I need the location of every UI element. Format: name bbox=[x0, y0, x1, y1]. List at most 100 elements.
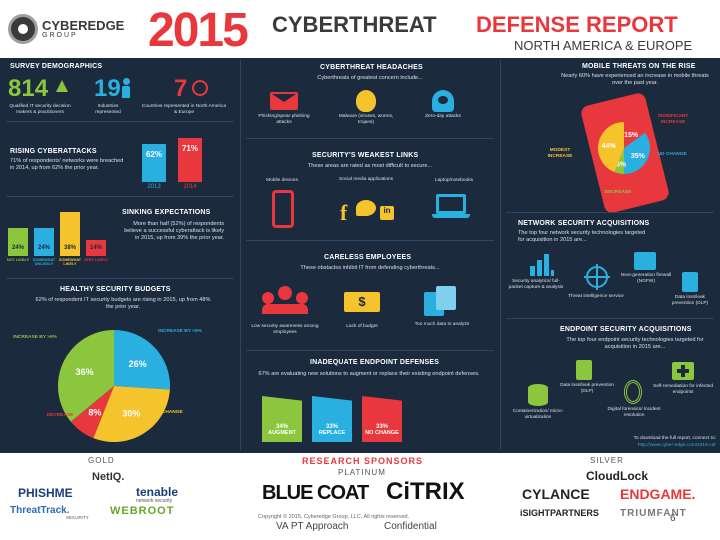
budget-pie-value: 36% bbox=[76, 367, 94, 377]
headaches-title: CYBERTHREAT HEADACHES bbox=[320, 64, 423, 71]
endpoint-def-value: 33% bbox=[325, 424, 338, 430]
fishhook-envelope-icon bbox=[270, 92, 298, 110]
sinking-title: SINKING EXPECTATIONS bbox=[122, 209, 211, 216]
sinking-bar bbox=[86, 240, 106, 256]
netsec-label: Next-generation firewall (NGFW) bbox=[620, 273, 672, 284]
mobile-pie-value: 44% bbox=[602, 143, 617, 150]
rising-bar bbox=[178, 138, 202, 182]
title-part2: DEFENSE REPORT bbox=[476, 12, 678, 37]
sponsor-logo-endgame: ENDGAME. bbox=[620, 486, 696, 502]
sinking-bar bbox=[34, 228, 54, 256]
headache-label: Zero-day attacks bbox=[425, 114, 461, 119]
sinking-bar-label: VERY LIKELY bbox=[83, 258, 109, 262]
netsec-title: NETWORK SECURITY ACQUISITIONS bbox=[518, 220, 650, 227]
weakest-text: These areas are rated as most difficult … bbox=[307, 163, 433, 169]
endpoint-def-bar bbox=[312, 396, 352, 442]
survey-stat-value: 814 bbox=[8, 75, 49, 102]
survey-stat-label: Industries represented bbox=[95, 104, 121, 115]
budget-pie-value: 30% bbox=[122, 408, 140, 418]
bug-icon bbox=[356, 90, 376, 112]
sponsor-logo-cylance: CYLANCE bbox=[522, 486, 590, 502]
mobile-pie-slice bbox=[614, 148, 624, 174]
document-lock-icon bbox=[576, 360, 592, 380]
endpoint-def-bar bbox=[262, 396, 302, 442]
rising-bar-year: 2013 bbox=[147, 184, 161, 190]
sponsors-title: RESEARCH SPONSORS bbox=[302, 456, 424, 466]
endpoint-def-title: INADEQUATE ENDPOINT DEFENSES bbox=[310, 359, 440, 366]
sinking-bar bbox=[8, 228, 28, 256]
brand-name: CYBEREDGE bbox=[42, 18, 125, 33]
budget-pie-slice bbox=[93, 386, 170, 442]
sponsor-logo-bluecoat: BLUE COAT bbox=[262, 482, 369, 504]
sponsor-tier-gold: GOLD bbox=[88, 456, 115, 465]
endsec-label: Containerization/ micro-virtualization bbox=[512, 409, 564, 420]
mobile-pie-slice bbox=[624, 122, 646, 148]
mobile-pie-slice bbox=[598, 122, 624, 173]
budgets-title: HEALTHY SECURITY BUDGETS bbox=[60, 286, 171, 293]
weakest-label: Mobile devices bbox=[266, 178, 298, 183]
careless-label: Too much data to analyze bbox=[414, 322, 470, 327]
netsec-text: The top four network security technologi… bbox=[518, 230, 646, 243]
careless-label: Low security awareness among employees bbox=[251, 324, 319, 335]
mobile-pie-value: 35% bbox=[631, 153, 646, 160]
endpoint-def-label: AUGMENT bbox=[268, 430, 296, 436]
budget-pie-value: 8% bbox=[88, 407, 101, 417]
budget-legend-label: INCREASE BY <5% bbox=[158, 329, 202, 334]
endpoint-def-bar bbox=[362, 396, 402, 442]
netsec-label: Security analytics/ full-packet capture … bbox=[508, 279, 564, 290]
weakest-label: Laptop/notebooks bbox=[434, 178, 474, 183]
mobile-pie-value: 6% bbox=[616, 161, 627, 168]
report-year: 2015 bbox=[148, 4, 249, 57]
weakest-label: Social media applications bbox=[338, 177, 394, 182]
rising-bar-value: 71% bbox=[181, 144, 198, 153]
sinking-text: More than half (52%) of respondents beli… bbox=[124, 221, 224, 241]
sponsor-logo-threattrack: ThreatTrack. bbox=[10, 505, 70, 516]
page-number: 6 bbox=[670, 513, 676, 524]
footer-center: Confidential bbox=[384, 521, 437, 532]
survey-stat-value: 19 bbox=[94, 75, 121, 102]
endsec-label: Digital forensics/ incident resolution bbox=[607, 407, 661, 418]
sponsor-logo-isight: iSIGHTPARTNERS bbox=[520, 508, 599, 518]
mobile-pie-value: 15% bbox=[624, 132, 639, 139]
social-media-icon: f in bbox=[340, 198, 396, 225]
careless-title: CARELESS EMPLOYEES bbox=[324, 254, 412, 261]
download-text: To download the full report, connect to: bbox=[633, 436, 716, 441]
fingerprint-icon bbox=[624, 380, 642, 404]
sponsor-tier-platinum: PLATINUM bbox=[338, 468, 386, 477]
sinking-bar-label: NOT LIKELY bbox=[6, 258, 30, 262]
survey-title: SURVEY DEMOGRAPHICS bbox=[10, 63, 103, 70]
documents-icon bbox=[424, 286, 458, 316]
endsec-text: The top four endpoint security technolog… bbox=[566, 337, 704, 350]
hooded-hacker-icon bbox=[432, 90, 454, 112]
sponsor-logo-tenable: tenable bbox=[136, 485, 179, 499]
rising-bar-year: 2014 bbox=[183, 184, 197, 190]
endsec-title: ENDPOINT SECURITY ACQUISITIONS bbox=[560, 326, 692, 333]
download-url[interactable]: http://www.cyber-edge.com/2015-cdr bbox=[637, 443, 716, 448]
endpoint-def-label: NO CHANGE bbox=[365, 430, 399, 436]
sponsors-section bbox=[0, 453, 720, 540]
brand-sub: GROUP bbox=[42, 32, 78, 39]
copyright: Copyright © 2015, Cyberedge Group, LLC. … bbox=[258, 514, 410, 520]
careless-text: These obstacles inhibit IT from defendin… bbox=[300, 265, 440, 271]
budget-pie-slice bbox=[114, 330, 170, 390]
footer-left: VA PT Approach bbox=[276, 521, 349, 532]
budget-pie-value: 26% bbox=[129, 359, 147, 369]
sponsor-logo-phishme: PHISHME bbox=[18, 486, 73, 500]
rising-bar bbox=[142, 144, 166, 182]
first-aid-icon bbox=[672, 362, 694, 380]
headaches-text: Cyberthreats of greatest concern include… bbox=[317, 75, 423, 81]
sinking-bar-value: 24% bbox=[11, 245, 24, 251]
headache-label: Malware (viruses, worms, trojans) bbox=[338, 114, 394, 125]
endpoint-def-value: 33% bbox=[375, 424, 388, 430]
budget-pie-chart: 26% 30% 8% 36% bbox=[58, 330, 170, 442]
person-icon bbox=[122, 78, 130, 98]
sponsor-logo-tenable-sub: network security bbox=[136, 498, 173, 504]
budgets-text: 62% of respondent IT security budgets ar… bbox=[35, 297, 211, 310]
sponsor-logo-triumfant: TRIUMFANT bbox=[620, 508, 687, 519]
crosshair-icon bbox=[584, 264, 610, 290]
cyberedge-logo-icon bbox=[8, 14, 38, 44]
sinking-bar-label: SOMEWHAT UNLIKELY bbox=[32, 258, 56, 267]
endpoint-def-value: 34% bbox=[275, 424, 288, 430]
sponsor-logo-threattrack-sub: SECURITY bbox=[66, 515, 89, 520]
